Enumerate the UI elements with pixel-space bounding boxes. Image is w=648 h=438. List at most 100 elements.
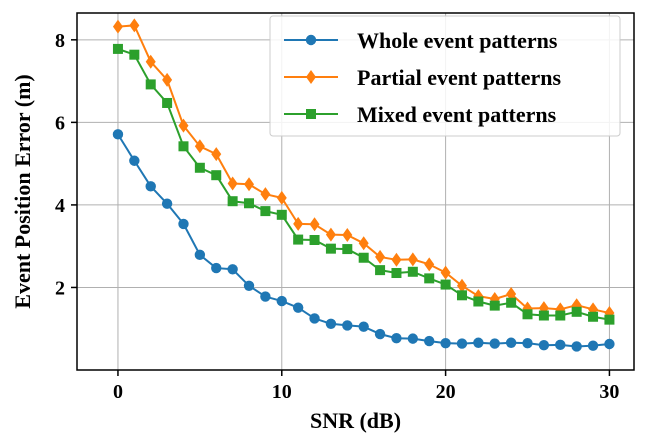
data-point xyxy=(129,155,140,166)
data-point xyxy=(407,252,418,267)
x-tick-label: 20 xyxy=(436,381,456,403)
legend-box xyxy=(269,15,621,137)
data-point xyxy=(194,162,205,173)
data-point xyxy=(391,333,402,344)
data-point xyxy=(489,338,500,349)
x-tick-label: 10 xyxy=(272,381,292,403)
data-point xyxy=(571,306,582,317)
data-point xyxy=(342,320,353,331)
y-tick-label: 6 xyxy=(55,112,65,134)
data-point xyxy=(391,268,402,279)
data-point xyxy=(178,118,189,133)
legend-item: Whole event patterns xyxy=(284,28,558,53)
data-point xyxy=(342,244,353,255)
data-point xyxy=(538,340,550,351)
legend-label: Mixed event patterns xyxy=(357,102,557,127)
data-point xyxy=(407,333,419,344)
legend-label: Partial event patterns xyxy=(357,65,561,90)
legend-marker xyxy=(306,109,316,119)
data-point xyxy=(145,79,156,90)
data-point xyxy=(162,97,173,108)
data-point xyxy=(538,310,549,321)
data-point xyxy=(276,209,287,220)
data-point xyxy=(506,297,517,308)
data-point xyxy=(194,249,206,261)
data-point xyxy=(555,310,566,321)
data-point xyxy=(227,176,238,191)
data-point xyxy=(309,217,320,232)
data-point xyxy=(211,170,222,181)
data-point xyxy=(260,206,271,217)
data-point xyxy=(522,337,533,349)
legend-marker xyxy=(306,70,316,84)
data-point xyxy=(587,340,599,351)
data-point xyxy=(325,227,336,242)
data-point xyxy=(243,280,255,292)
data-point xyxy=(129,18,140,33)
data-point xyxy=(309,234,320,245)
data-point xyxy=(112,43,123,54)
axis-ticks: 0 10 20 30 2 4 6 8 xyxy=(55,30,619,403)
series-layer xyxy=(112,18,615,352)
x-tick-label: 30 xyxy=(599,381,619,403)
data-point xyxy=(112,129,124,140)
data-point xyxy=(424,257,435,272)
data-point xyxy=(522,309,533,320)
data-point xyxy=(244,198,255,209)
legend-item: Mixed event patterns xyxy=(284,102,557,127)
data-point xyxy=(129,49,140,60)
x-tick-label: 0 xyxy=(113,381,123,403)
data-point xyxy=(162,72,173,87)
series-circle xyxy=(112,129,615,352)
data-point xyxy=(227,196,238,207)
data-point xyxy=(440,265,451,280)
y-tick-label: 8 xyxy=(55,30,65,52)
data-point xyxy=(456,290,467,301)
data-point xyxy=(375,249,386,264)
data-point xyxy=(178,218,189,230)
data-point xyxy=(506,287,517,302)
data-point xyxy=(473,296,484,307)
data-point xyxy=(260,291,271,302)
data-point xyxy=(358,236,369,251)
data-point xyxy=(178,141,189,152)
legend: Whole event patterns Partial event patter… xyxy=(269,15,621,137)
data-point xyxy=(588,311,599,322)
plot-area-frame xyxy=(76,12,635,371)
data-point xyxy=(440,337,451,349)
y-axis-label: Event Position Error (m) xyxy=(10,74,35,308)
data-point xyxy=(293,234,304,245)
series-square xyxy=(112,43,615,325)
data-point xyxy=(161,198,173,209)
data-point xyxy=(325,243,336,254)
data-point xyxy=(112,19,123,34)
data-point xyxy=(244,177,255,192)
data-point xyxy=(424,335,435,347)
x-axis-label: SNR (dB) xyxy=(310,408,401,433)
data-point xyxy=(260,187,271,202)
data-point xyxy=(391,252,402,267)
data-point xyxy=(292,302,304,313)
data-point xyxy=(358,321,369,332)
data-point xyxy=(456,278,467,293)
data-point xyxy=(342,228,353,243)
y-tick-label: 2 xyxy=(55,277,65,299)
legend-item: Partial event patterns xyxy=(284,65,561,90)
data-point xyxy=(276,295,287,307)
data-point xyxy=(358,252,369,263)
data-point xyxy=(424,273,435,284)
data-point xyxy=(604,314,615,325)
y-tick-label: 4 xyxy=(55,195,65,217)
legend-label: Whole event patterns xyxy=(357,28,558,53)
data-point xyxy=(211,262,222,274)
data-point xyxy=(145,181,156,192)
data-point xyxy=(505,337,517,348)
legend-marker xyxy=(305,34,317,46)
data-point xyxy=(375,265,386,276)
data-point xyxy=(571,341,582,352)
data-point xyxy=(276,190,287,205)
data-point xyxy=(325,318,337,329)
data-point xyxy=(604,338,615,350)
data-point xyxy=(211,147,222,162)
